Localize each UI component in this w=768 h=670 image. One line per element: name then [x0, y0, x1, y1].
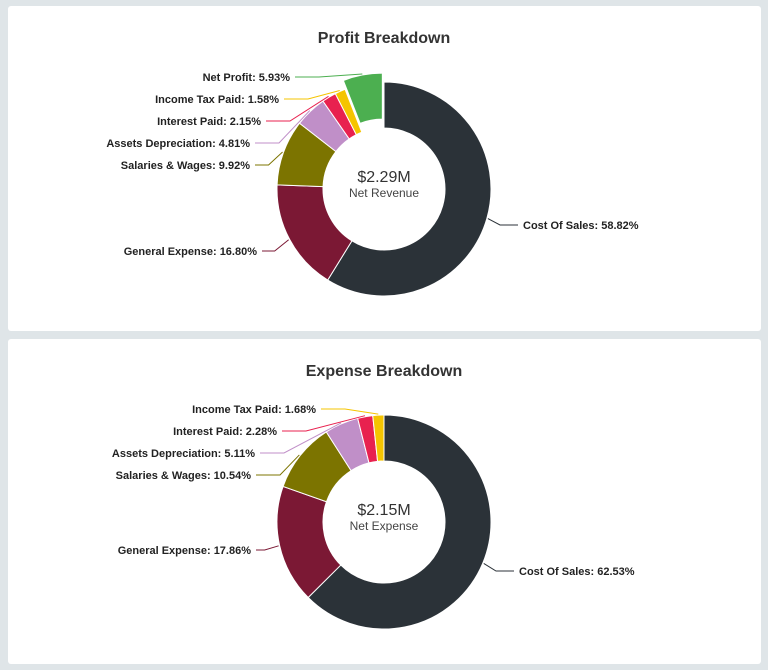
leader-line-cost-of-sales	[483, 562, 514, 572]
slice-income-tax-paid[interactable]	[334, 88, 363, 136]
leader-line-general-expense	[262, 239, 289, 252]
center-caption: Net Revenue	[349, 186, 419, 200]
leader-line-interest-paid	[266, 95, 329, 122]
leader-line-income-tax-paid	[321, 408, 379, 415]
leader-line-interest-paid	[282, 415, 366, 432]
expense-breakdown-chart: Expense Breakdown Cost Of Sales: 62.53% G…	[112, 363, 635, 630]
leader-line-assets-depreciation	[255, 110, 311, 144]
leader-line-cost-of-sales	[487, 218, 518, 226]
leader-line-salaries-and-wages	[255, 151, 283, 166]
expense-breakdown-panel: Expense Breakdown Cost Of Sales: 62.53% G…	[8, 339, 761, 664]
profit-breakdown-panel: Profit Breakdown Cost Of Sales: 58.82% Ge…	[8, 6, 761, 331]
slice-cost-of-sales[interactable]	[307, 414, 492, 630]
leader-line-income-tax-paid	[284, 90, 340, 100]
label-salaries-and-wages: Salaries & Wages: 9.92%	[121, 160, 250, 172]
label-assets-depreciation: Assets Depreciation: 5.11%	[112, 448, 255, 460]
slice-net-profit[interactable]	[342, 72, 383, 124]
donut-slices	[276, 414, 492, 630]
center-value: $2.29M	[357, 169, 410, 186]
slice-labels: Cost Of Sales: 58.82% General Expense: 16…	[106, 72, 638, 258]
slice-income-tax-paid[interactable]	[372, 414, 385, 462]
center-value: $2.15M	[357, 502, 410, 519]
slice-labels: Cost Of Sales: 62.53% General Expense: 17…	[112, 404, 635, 578]
chart-title: Expense Breakdown	[306, 363, 463, 380]
chart-title: Profit Breakdown	[318, 30, 450, 47]
label-general-expense: General Expense: 16.80%	[124, 246, 258, 258]
label-interest-paid: Interest Paid: 2.15%	[157, 116, 261, 128]
profit-breakdown-chart: Profit Breakdown Cost Of Sales: 58.82% Ge…	[106, 30, 639, 297]
label-interest-paid: Interest Paid: 2.28%	[173, 426, 277, 438]
label-cost-of-sales: Cost Of Sales: 62.53%	[519, 566, 635, 578]
label-income-tax-paid: Income Tax Paid: 1.58%	[155, 94, 279, 106]
leader-line-salaries-and-wages	[256, 454, 300, 476]
center-caption: Net Expense	[350, 519, 419, 533]
slice-cost-of-sales[interactable]	[327, 81, 492, 297]
leader-line-net-profit	[295, 73, 363, 78]
label-net-profit: Net Profit: 5.93%	[203, 72, 291, 84]
label-income-tax-paid: Income Tax Paid: 1.68%	[192, 404, 316, 416]
leader-line-assets-depreciation	[260, 422, 342, 454]
label-assets-depreciation: Assets Depreciation: 4.81%	[106, 138, 250, 150]
label-salaries-and-wages: Salaries & Wages: 10.54%	[116, 470, 252, 482]
label-cost-of-sales: Cost Of Sales: 58.82%	[523, 220, 639, 232]
leader-line-general-expense	[256, 545, 279, 551]
donut-slices	[276, 72, 492, 297]
label-general-expense: General Expense: 17.86%	[118, 545, 252, 557]
